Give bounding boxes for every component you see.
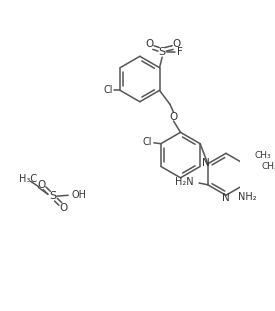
Text: S: S bbox=[49, 191, 56, 201]
Text: N: N bbox=[222, 193, 230, 203]
Text: O: O bbox=[60, 202, 68, 212]
Text: Cl: Cl bbox=[142, 137, 152, 147]
Text: H₃C: H₃C bbox=[19, 174, 37, 184]
Text: S: S bbox=[159, 47, 166, 57]
Text: OH: OH bbox=[72, 190, 87, 200]
Text: H₂N: H₂N bbox=[175, 177, 194, 187]
Text: Cl: Cl bbox=[103, 86, 113, 95]
Text: O: O bbox=[146, 39, 154, 49]
Text: O: O bbox=[37, 180, 45, 190]
Text: NH₂: NH₂ bbox=[238, 192, 257, 202]
Text: O: O bbox=[172, 39, 180, 49]
Text: CH₃: CH₃ bbox=[262, 162, 275, 171]
Text: CH₃: CH₃ bbox=[255, 151, 271, 160]
Text: O: O bbox=[169, 112, 178, 122]
Text: N: N bbox=[202, 158, 210, 168]
Text: F: F bbox=[177, 47, 183, 57]
